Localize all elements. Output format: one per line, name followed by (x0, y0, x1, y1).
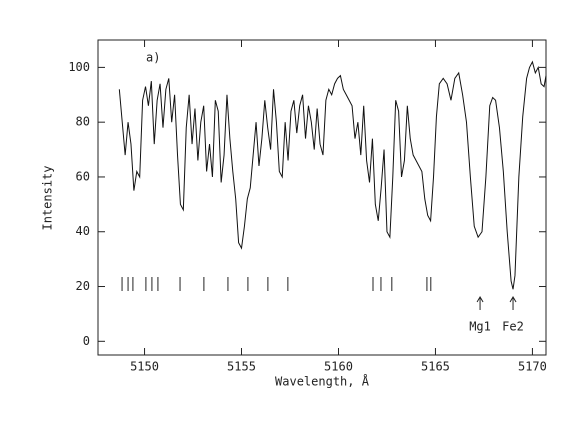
x-tick-label: 5165 (421, 360, 450, 374)
y-tick-label: 40 (76, 224, 90, 238)
y-tick-label: 80 (76, 115, 90, 129)
y-axis-label: Intensity (41, 165, 55, 230)
y-tick-label: 0 (83, 334, 90, 348)
y-tick-label: 100 (68, 60, 90, 74)
x-tick-label: 5155 (227, 360, 256, 374)
annotation: Fe2 (502, 320, 524, 334)
annotation-arrowhead (509, 296, 517, 303)
x-tick-label: 5170 (518, 360, 547, 374)
y-tick-label: 20 (76, 279, 90, 293)
plot-frame (97, 39, 547, 356)
x-tick-label: 5150 (130, 360, 159, 374)
panel-label: a) (146, 51, 160, 65)
x-tick-label: 5160 (324, 360, 353, 374)
annotation-arrowhead (476, 296, 484, 303)
x-axis-label: Wavelength, Å (275, 374, 370, 389)
y-tick-label: 60 (76, 169, 90, 183)
spectrum-line (118, 60, 547, 290)
annotation: Mg1 (469, 320, 491, 334)
